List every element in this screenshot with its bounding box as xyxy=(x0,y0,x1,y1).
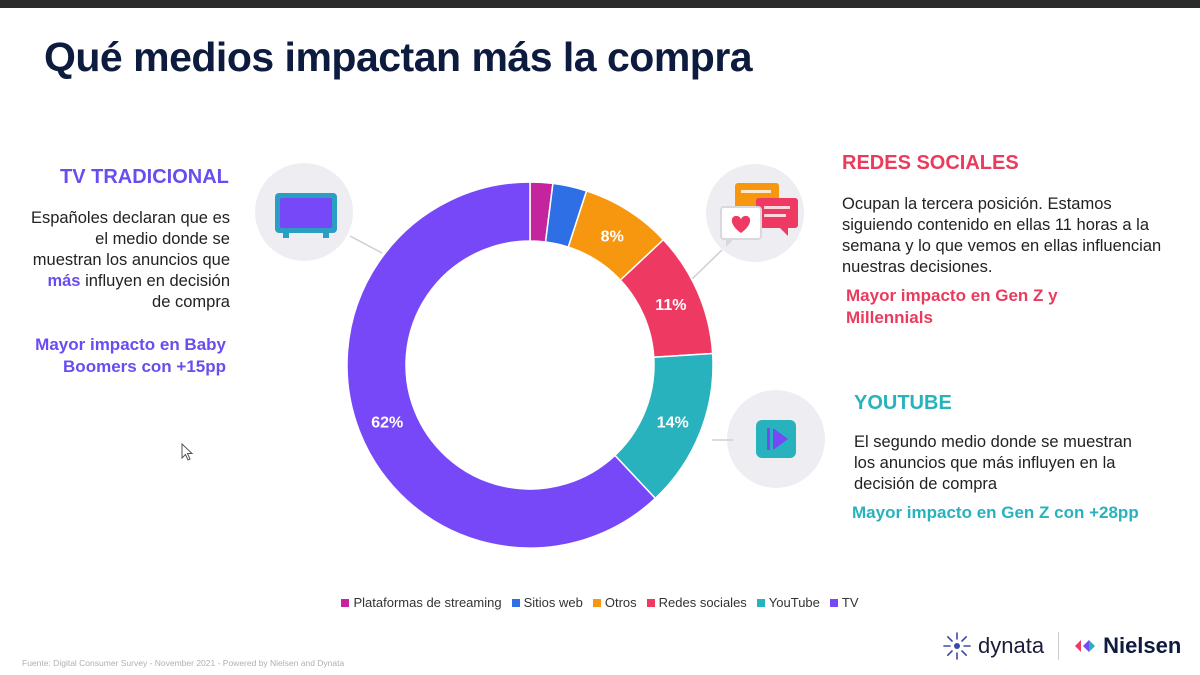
youtube-icon-circle xyxy=(727,390,825,488)
tv-description-highlight: más xyxy=(47,272,81,290)
legend-item-3: Redes sociales xyxy=(646,595,747,610)
nielsen-logo-text: Nielsen xyxy=(1103,633,1182,658)
play-icon xyxy=(756,420,796,458)
tv-leader-line xyxy=(349,235,383,254)
nielsen-logo-icon xyxy=(1075,640,1096,652)
chart-legend: Plataformas de streaming Sitios web Otros R… xyxy=(0,595,1200,610)
redes-leader-line xyxy=(691,249,723,280)
legend-label-4: YouTube xyxy=(768,595,820,610)
page-title: Qué medios impactan más la compra xyxy=(44,34,753,80)
tv-description-part2: influyen en decisión de compra xyxy=(80,272,230,311)
donut-label-5: 62% xyxy=(371,415,403,432)
tv-heading: TV TRADICIONAL xyxy=(60,166,229,188)
donut-label-3: 11% xyxy=(655,297,686,314)
legend-item-0: Plataformas de streaming xyxy=(341,595,502,610)
brand-logos: dynata Nielsen xyxy=(942,628,1181,664)
leader-lines xyxy=(349,235,733,441)
donut-label-2: 8% xyxy=(601,228,624,245)
legend-item-2: Otros xyxy=(592,595,637,610)
legend-label-3: Redes sociales xyxy=(658,595,747,610)
window-top-bar xyxy=(0,0,1200,8)
youtube-description: El segundo medio donde se muestran los a… xyxy=(854,433,1132,493)
redes-impact: Mayor impacto en Gen Z y Millennials xyxy=(846,286,1058,327)
slide xyxy=(0,8,1200,675)
source-note: Fuente: Digital Consumer Survey - Novemb… xyxy=(22,658,345,668)
legend-item-1: Sitios web xyxy=(511,595,583,610)
redes-description: Ocupan la tercera posición. Estamos sigu… xyxy=(842,195,1162,276)
legend-label-0: Plataformas de streaming xyxy=(353,595,502,610)
dynata-logo-text: dynata xyxy=(978,633,1045,658)
dynata-logo-icon xyxy=(943,632,971,660)
chat-heart-icon xyxy=(720,183,798,247)
legend-swatch-2 xyxy=(592,599,601,607)
legend-label-2: Otros xyxy=(604,595,637,610)
legend-swatch-0 xyxy=(341,599,350,607)
tv-impact: Mayor impacto en Baby Boomers con +15pp xyxy=(35,335,226,376)
legend-swatch-5 xyxy=(829,599,838,607)
tv-description-part1: Españoles declaran que es el medio donde… xyxy=(30,209,230,269)
tv-icon xyxy=(275,193,337,238)
legend-swatch-1 xyxy=(511,599,520,607)
legend-swatch-3 xyxy=(646,599,655,607)
youtube-heading: YOUTUBE xyxy=(854,392,952,414)
donut-labels: 8% 11% 14% 62% xyxy=(371,228,688,431)
chat-icon-circle xyxy=(706,164,804,262)
donut-label-4: 14% xyxy=(657,415,689,432)
legend-label-5: TV xyxy=(841,595,859,610)
tv-icon-circle xyxy=(255,163,353,261)
donut-slices xyxy=(346,181,714,549)
legend-item-4: YouTube xyxy=(756,595,820,610)
brand-separator xyxy=(1058,632,1060,660)
tv-description: Españoles declaran que es el medio donde… xyxy=(30,208,230,313)
youtube-impact: Mayor impacto en Gen Z con +28pp xyxy=(852,503,1139,522)
mouse-cursor-icon xyxy=(181,443,194,461)
legend-swatch-4 xyxy=(756,599,765,607)
legend-label-1: Sitios web xyxy=(523,595,583,610)
donut-slice-5 xyxy=(346,181,657,549)
legend-item-5: TV xyxy=(829,595,859,610)
redes-heading: REDES SOCIALES xyxy=(842,152,1019,174)
